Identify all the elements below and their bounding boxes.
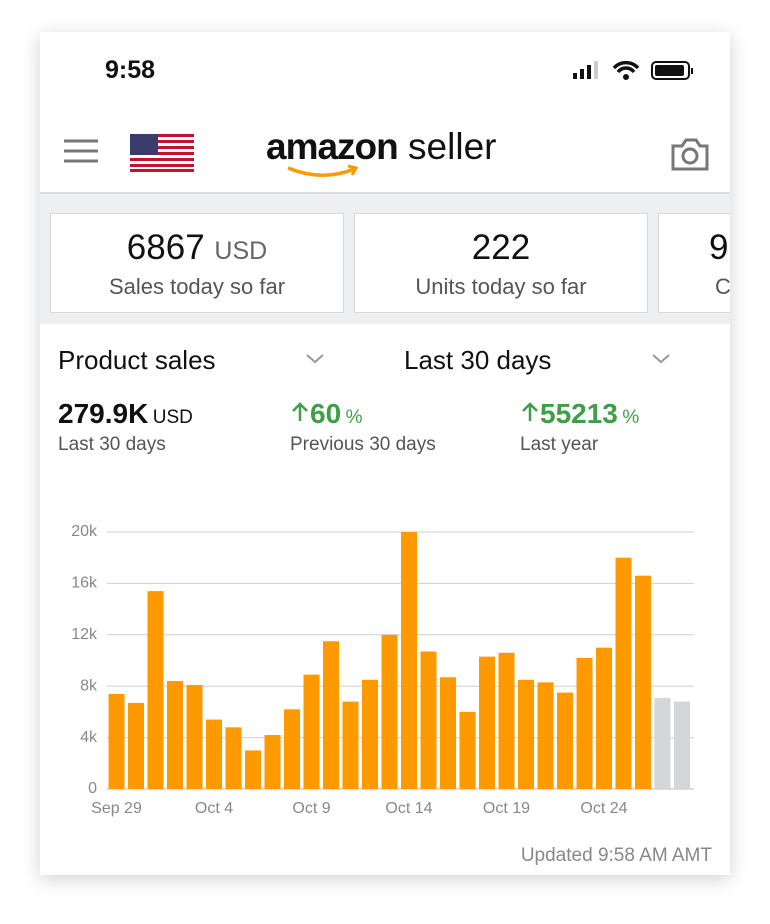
dropdown-chevron [652, 354, 670, 364]
summary-card[interactable]: 6867 USD Sales today so far [50, 213, 344, 313]
period-dropdown[interactable]: Last 30 days [404, 345, 552, 375]
bar [479, 656, 495, 789]
stat-value: 279.9K [58, 398, 149, 429]
y-tick-label: 20k [71, 523, 98, 540]
bar [401, 532, 417, 789]
status-time: 9:58 [105, 56, 156, 84]
card-value: 222 [471, 228, 531, 267]
bar [537, 682, 554, 789]
stat-unit: USD [152, 407, 193, 428]
bar [245, 750, 261, 789]
summary-card[interactable]: 222 Units today so far [354, 213, 648, 313]
x-tick-label: Sep 29 [91, 800, 142, 817]
logo-seller: seller [408, 126, 497, 167]
bar [635, 575, 651, 789]
bar [362, 679, 378, 789]
status-icons [573, 60, 693, 80]
logo-smile [287, 164, 359, 177]
stat-unit: % [345, 407, 363, 428]
bar [342, 701, 359, 789]
stat-value: 55213 [540, 398, 618, 429]
y-tick-label: 12k [71, 626, 98, 643]
bar [147, 591, 164, 789]
bar [596, 647, 612, 789]
menu-button[interactable] [62, 136, 102, 166]
x-tick-label: Oct 4 [195, 800, 233, 817]
logo-amazon: amazon [266, 126, 399, 167]
bar [108, 693, 125, 789]
up-arrow [292, 402, 308, 421]
bar [264, 735, 281, 789]
camera-button[interactable] [670, 136, 710, 172]
metric-dropdown[interactable]: Product sales [58, 345, 216, 375]
bar [440, 677, 456, 789]
y-tick-label: 8k [80, 677, 98, 694]
card-label: Units today so far [415, 274, 587, 299]
bar [284, 709, 300, 789]
bar [206, 719, 222, 789]
stat: 55213 % Last year [520, 398, 639, 456]
y-tick-label: 16k [71, 575, 98, 592]
bar [674, 701, 690, 789]
bar [459, 711, 476, 789]
updated-note: Updated 9:58 AM AMT [520, 845, 712, 866]
stat-value: 60 [310, 398, 342, 429]
stat-label: Previous 30 days [290, 434, 436, 455]
stat-label: Last year [520, 434, 599, 455]
card-unit: USD [214, 237, 268, 265]
bar [615, 557, 632, 789]
dropdown-chevron [306, 354, 324, 364]
bar [128, 702, 144, 789]
x-tick-label: Oct 9 [292, 800, 330, 817]
x-tick-label: Oct 14 [385, 800, 432, 817]
bar [323, 641, 339, 789]
bar [225, 727, 242, 789]
bar [381, 634, 398, 789]
bar [518, 679, 534, 789]
y-tick-label: 0 [88, 780, 97, 797]
y-tick-label: 4k [80, 729, 98, 746]
logo: amazon seller [266, 126, 496, 168]
x-tick-label: Oct 24 [580, 800, 627, 817]
stat: 60 % Previous 30 days [290, 398, 436, 456]
card-label: Sales today so far [108, 274, 286, 299]
card-value: 9 [709, 228, 729, 267]
bar [167, 681, 183, 789]
up-arrow [522, 402, 538, 421]
bar [557, 692, 573, 789]
bar [186, 684, 203, 789]
x-tick-label: Oct 19 [483, 800, 530, 817]
bar [576, 657, 593, 789]
stat: 279.9K USD Last 30 days [58, 398, 193, 456]
stat-label: Last 30 days [58, 434, 166, 455]
bar [420, 651, 437, 789]
stat-unit: % [622, 407, 640, 428]
card-label: C [715, 274, 730, 299]
flag-button[interactable] [130, 134, 194, 172]
bar [654, 697, 671, 789]
bar [498, 652, 515, 789]
bar [303, 674, 320, 789]
card-value: 6867 [126, 228, 205, 267]
